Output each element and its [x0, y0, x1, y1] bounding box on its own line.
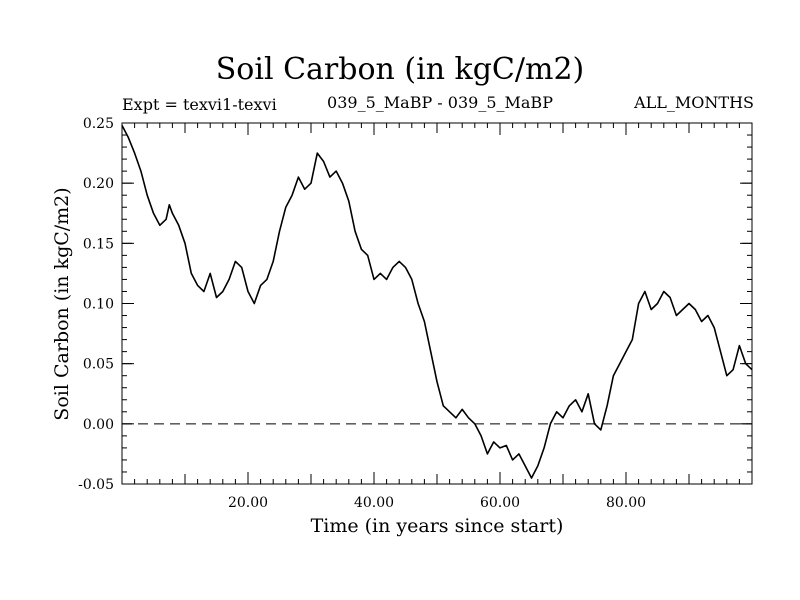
y-tick-label: 0.15	[83, 236, 114, 252]
series-line-soil-carbon	[121, 125, 753, 479]
x-tick-label: 80.00	[606, 495, 646, 511]
y-tick-label: 0.05	[83, 357, 114, 373]
period-label: 039_5_MaBP - 039_5_MaBP	[327, 93, 553, 112]
y-tick-label: 0.25	[83, 116, 114, 132]
x-tick-label: 60.00	[480, 495, 520, 511]
y-tick-label: 0.00	[83, 417, 114, 433]
x-axis-label: Time (in years since start)	[310, 515, 564, 537]
y-tick-label: 0.10	[83, 297, 114, 313]
x-tick-label: 40.00	[354, 495, 394, 511]
chart-title: Soil Carbon (in kgC/m2)	[215, 52, 585, 87]
months-label: ALL_MONTHS	[634, 93, 754, 112]
y-tick-label: -0.05	[78, 477, 114, 493]
experiment-label: Expt = texvi1-texvi	[122, 95, 277, 114]
y-tick-label: 0.20	[83, 176, 114, 192]
x-tick-label: 20.00	[228, 495, 268, 511]
